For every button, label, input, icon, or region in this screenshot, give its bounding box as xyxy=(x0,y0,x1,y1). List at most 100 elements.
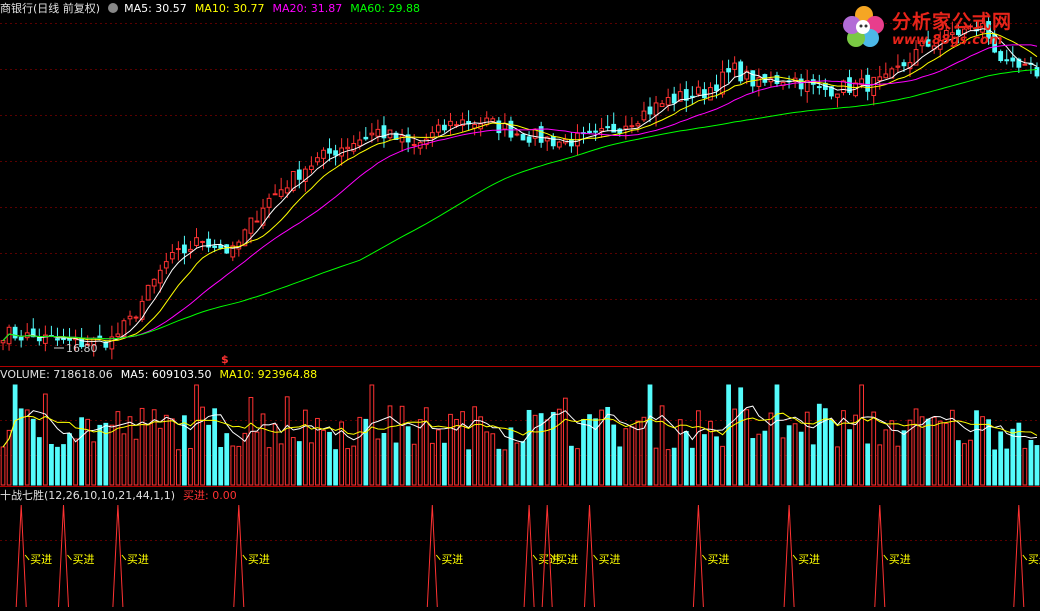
volume-bar xyxy=(599,409,605,486)
candle-body xyxy=(42,334,48,344)
volume-bar xyxy=(913,408,919,486)
volume-bar xyxy=(738,387,744,486)
volume-bar xyxy=(986,419,991,486)
volume-bar xyxy=(175,449,181,486)
candle-body xyxy=(816,86,822,89)
volume-bar xyxy=(756,433,762,486)
candle-body xyxy=(720,71,725,95)
volume-bar xyxy=(822,408,828,486)
volume-bar xyxy=(998,431,1004,486)
volume-bar xyxy=(695,410,701,486)
volume-bar xyxy=(1028,439,1034,486)
candle-body xyxy=(635,123,641,127)
volume-bar xyxy=(315,417,320,486)
candle-body xyxy=(230,245,236,258)
signal-arrow-icon xyxy=(532,554,538,561)
signal-arrow-icon xyxy=(242,554,248,561)
event-marker: $ xyxy=(221,353,229,366)
volume-bar xyxy=(194,384,199,486)
candle-body xyxy=(12,326,18,339)
volume-bar xyxy=(623,428,629,486)
candle-body xyxy=(726,68,731,73)
volume-bar xyxy=(466,449,471,486)
volume-bar xyxy=(593,418,598,486)
volume-bar xyxy=(448,413,453,486)
candle-body xyxy=(290,171,296,191)
price-legend: 商银行(日线 前复权) MA5: 30.57 MA10: 30.77 MA20: 31… xyxy=(0,1,428,17)
volume-bar xyxy=(647,384,653,486)
candle-body xyxy=(454,124,459,127)
candle-body xyxy=(859,78,865,86)
volume-bar xyxy=(327,431,332,486)
volume-bar xyxy=(121,433,127,486)
volume-bar xyxy=(387,405,393,486)
volume-bar xyxy=(919,416,925,486)
signal-arrow-icon xyxy=(593,554,598,561)
buy-signal-label: 买进 xyxy=(30,553,52,566)
candle-body xyxy=(393,132,399,140)
volume-bar xyxy=(871,411,877,486)
low-price-marker: 16.80 xyxy=(66,342,98,355)
buy-signal-label: 买进 xyxy=(441,553,463,566)
signal-arrow-icon xyxy=(67,554,72,561)
buy-signal-label: 买进 xyxy=(707,553,729,566)
candle-body xyxy=(514,133,520,136)
volume-bar xyxy=(949,409,955,486)
volume-bar xyxy=(200,406,205,486)
volume-bar xyxy=(538,413,544,486)
candle-body xyxy=(357,139,363,147)
candle-body xyxy=(683,89,689,101)
indicator-spikes: 买进买进买进买进买进买进买进买进买进买进买进买进 xyxy=(15,504,1040,608)
volume-bar xyxy=(145,423,151,486)
volume-bar xyxy=(61,444,66,486)
candle-body xyxy=(278,189,284,197)
volume-bar xyxy=(562,397,568,486)
volume-legend: VOLUME: 718618.06 MA5: 609103.50 MA10: 923… xyxy=(0,367,325,383)
candle-body xyxy=(266,197,272,208)
buy-signal-label: 买进 xyxy=(798,553,820,566)
candle-body xyxy=(115,333,121,338)
signal-arrow-icon xyxy=(701,554,707,561)
volume-bar xyxy=(375,438,381,486)
volume-bar xyxy=(6,429,12,486)
candle-body xyxy=(121,320,127,338)
candle-body xyxy=(883,73,889,79)
volume-bar xyxy=(835,446,840,486)
candle-body xyxy=(901,62,907,67)
settings-icon[interactable] xyxy=(108,3,119,13)
candle-body xyxy=(188,248,193,252)
volume-bar xyxy=(974,410,979,486)
candle-body xyxy=(744,70,750,80)
volume-bar xyxy=(659,405,665,486)
candle-body xyxy=(200,240,205,243)
volume-bar xyxy=(254,431,260,486)
volume-bar xyxy=(968,439,973,486)
candle-body xyxy=(550,135,556,147)
candle-body xyxy=(943,29,949,41)
volume-bar xyxy=(786,425,792,486)
volume-bar xyxy=(36,437,42,486)
volume-bar xyxy=(97,424,103,486)
candle-body xyxy=(798,78,804,90)
candle-body xyxy=(327,148,332,154)
candle-body xyxy=(260,207,266,226)
buy-signal-label: 买进 xyxy=(599,553,621,566)
volume-bar xyxy=(423,407,429,486)
volume-bar xyxy=(278,443,284,486)
volume-bar xyxy=(484,431,490,486)
volume-bar xyxy=(496,448,502,486)
candle-body xyxy=(756,77,762,87)
candle-body xyxy=(665,96,671,106)
candle-body xyxy=(829,86,834,97)
volume-bar xyxy=(702,434,707,486)
ma5-line xyxy=(2,28,1038,344)
candle-body xyxy=(895,65,901,68)
volume-bar xyxy=(405,426,411,486)
candle-body xyxy=(714,84,719,92)
volume-bar xyxy=(12,384,18,486)
volume-bar xyxy=(272,423,278,486)
volume-bar xyxy=(569,445,574,486)
candle-body xyxy=(127,315,133,320)
